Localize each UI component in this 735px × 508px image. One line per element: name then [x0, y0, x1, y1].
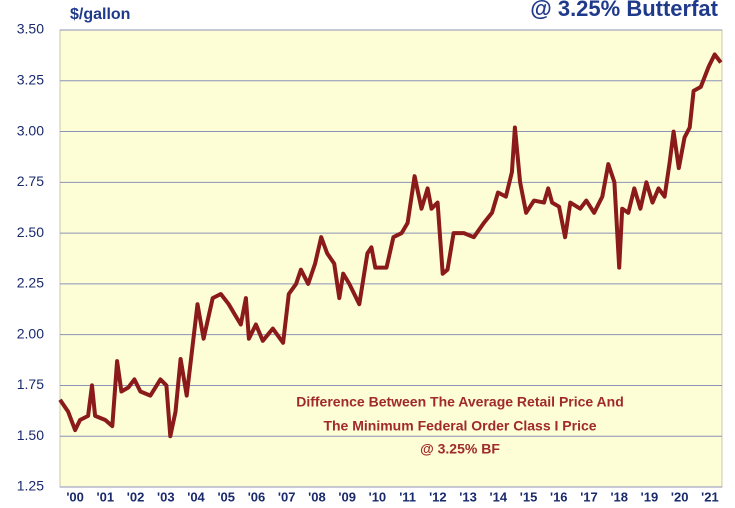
x-tick-label: '12 — [429, 489, 447, 504]
x-tick-label: '00 — [66, 489, 84, 504]
x-tick-label: '11 — [399, 489, 416, 504]
y-tick-label: 1.50 — [17, 427, 44, 443]
y-tick-label: 2.75 — [17, 173, 44, 189]
x-tick-label: '06 — [248, 489, 266, 504]
y-tick-label: 3.50 — [17, 21, 44, 37]
y-tick-label: 2.50 — [17, 224, 44, 240]
x-tick-label: '19 — [641, 489, 659, 504]
annotation: Difference Between The Average Retail Pr… — [296, 394, 624, 410]
x-tick-label: '02 — [127, 489, 145, 504]
y-tick-label: 1.75 — [17, 376, 44, 392]
y-axis-label: $/gallon — [70, 6, 130, 23]
x-tick-label: '17 — [580, 489, 598, 504]
data-line — [58, 52, 723, 439]
annotation: @ 3.25% BF — [420, 441, 500, 457]
y-tick-label: 1.25 — [17, 478, 44, 494]
x-tick-label: '13 — [459, 489, 477, 504]
x-tick-label: '04 — [187, 489, 205, 504]
x-tick-label: '18 — [610, 489, 628, 504]
x-tick-label: '05 — [217, 489, 235, 504]
x-tick-label: '20 — [671, 489, 689, 504]
x-tick-label: '15 — [520, 489, 538, 504]
x-tick-label: '14 — [490, 489, 508, 504]
x-tick-label: '01 — [97, 489, 115, 504]
y-tick-label: 3.25 — [17, 71, 44, 87]
x-tick-label: '10 — [369, 489, 387, 504]
x-tick-label: '07 — [278, 489, 296, 504]
x-tick-label: '09 — [338, 489, 356, 504]
y-tick-label: 3.00 — [17, 122, 44, 138]
chart-title: @ 3.25% Butterfat — [530, 0, 718, 21]
x-tick-label: '21 — [701, 489, 719, 504]
x-tick-label: '08 — [308, 489, 326, 504]
annotation: The Minimum Federal Order Class I Price — [323, 418, 596, 434]
x-tick-label: '16 — [550, 489, 568, 504]
x-tick-label: '03 — [157, 489, 175, 504]
y-tick-label: 2.25 — [17, 275, 44, 291]
y-tick-label: 2.00 — [17, 325, 44, 341]
